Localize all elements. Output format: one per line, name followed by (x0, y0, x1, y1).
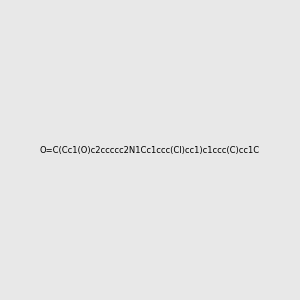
Text: O=C(Cc1(O)c2ccccc2N1Cc1ccc(Cl)cc1)c1ccc(C)cc1C: O=C(Cc1(O)c2ccccc2N1Cc1ccc(Cl)cc1)c1ccc(… (40, 146, 260, 154)
